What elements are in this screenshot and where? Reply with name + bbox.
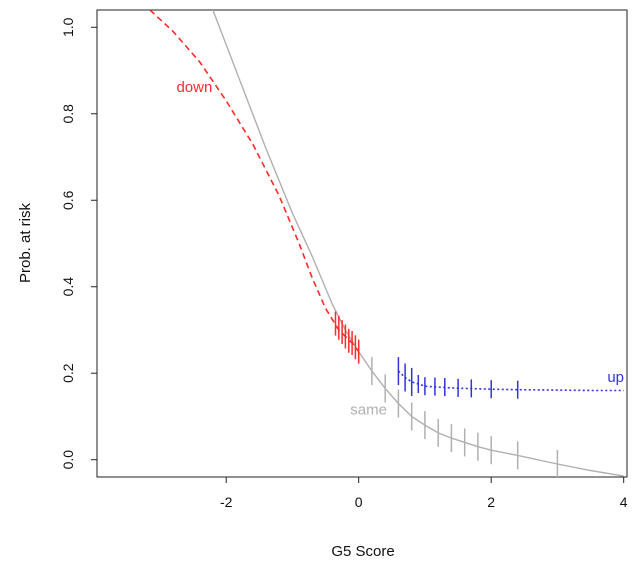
series-line-up: [397, 370, 624, 392]
x-axis-title: G5 Score: [331, 543, 394, 560]
y-tick-label: 0.8: [60, 104, 76, 124]
x-tick-label: 0: [355, 494, 363, 510]
series-label-same: same: [350, 401, 387, 418]
series-label-down: down: [176, 79, 212, 96]
series-label-up: up: [607, 369, 624, 386]
plot-area: down same up: [149, 10, 624, 477]
y-tick-label: 0.4: [60, 277, 76, 297]
x-tick-label: -2: [220, 494, 233, 510]
plot-frame: [96, 9, 628, 478]
x-tick-label: 2: [487, 494, 495, 510]
y-axis-title: Prob. at risk: [17, 202, 34, 283]
series-line-same: [212, 10, 624, 477]
y-tick-label: 0.2: [60, 363, 76, 383]
y-tick-label: 0.6: [60, 190, 76, 210]
series-group: [149, 10, 624, 477]
x-tick-label: 4: [620, 494, 628, 510]
axes: -2 0 2 4 0.0 0.2 0.4 0.6 0.8 1.0: [60, 17, 628, 510]
y-tick-label: 1.0: [60, 17, 76, 37]
y-tick-label: 0.0: [60, 450, 76, 470]
series-line-down: [149, 10, 360, 353]
